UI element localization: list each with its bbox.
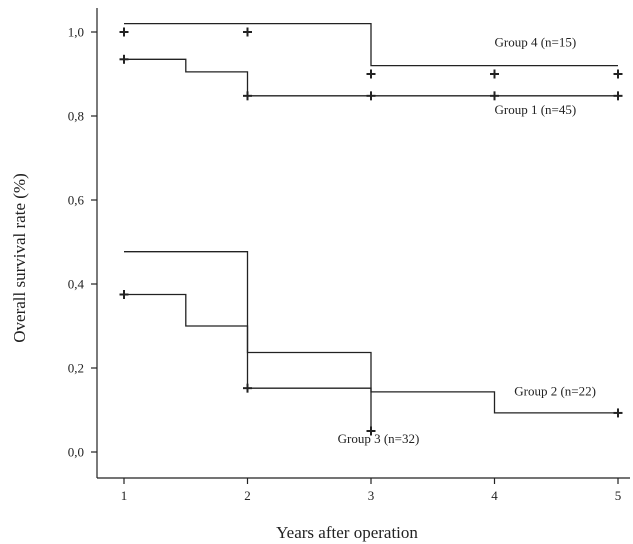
- y-axis-ticks: 0,0 0,2 0,4 0,6 0,8 1,0: [68, 25, 97, 460]
- y-tick-label: 0,4: [68, 277, 85, 292]
- y-tick-label: 0,0: [68, 445, 84, 460]
- censor-mark: [490, 91, 499, 100]
- censor-mark: [614, 408, 623, 417]
- x-tick-label: 1: [121, 488, 128, 503]
- y-tick-label: 0,6: [68, 193, 85, 208]
- censor-mark: [614, 70, 623, 79]
- censor-mark: [243, 384, 252, 393]
- censor-mark: [367, 91, 376, 100]
- censor-mark: [367, 70, 376, 79]
- censor-mark: [243, 91, 252, 100]
- y-axis-title: Overall survival rate (%): [10, 173, 29, 342]
- x-tick-label: 4: [491, 488, 498, 503]
- censor-mark: [120, 28, 129, 37]
- x-axis-title: Years after operation: [276, 523, 418, 542]
- x-tick-label: 3: [368, 488, 375, 503]
- censor-mark: [614, 91, 623, 100]
- censor-mark: [243, 28, 252, 37]
- y-tick-label: 1,0: [68, 25, 84, 40]
- x-tick-label: 2: [244, 488, 251, 503]
- censor-mark: [120, 290, 129, 299]
- series-label: Group 1 (n=45): [495, 102, 577, 117]
- series-label: Group 4 (n=15): [495, 35, 577, 50]
- series-label: Group 3 (n=32): [338, 431, 420, 446]
- y-tick-label: 0,2: [68, 361, 84, 376]
- y-tick-label: 0,8: [68, 109, 84, 124]
- plot-area: 0,0 0,2 0,4 0,6 0,8 1,0 1 2 3 4 5 Group 4 (n=15) G…: [68, 8, 630, 503]
- x-axis-ticks: 1 2 3 4 5: [121, 478, 622, 503]
- series-label: Group 2 (n=22): [514, 383, 596, 398]
- censor-mark: [490, 70, 499, 79]
- survival-curves: [120, 24, 623, 436]
- x-tick-label: 5: [615, 488, 622, 503]
- censor-mark: [120, 55, 129, 64]
